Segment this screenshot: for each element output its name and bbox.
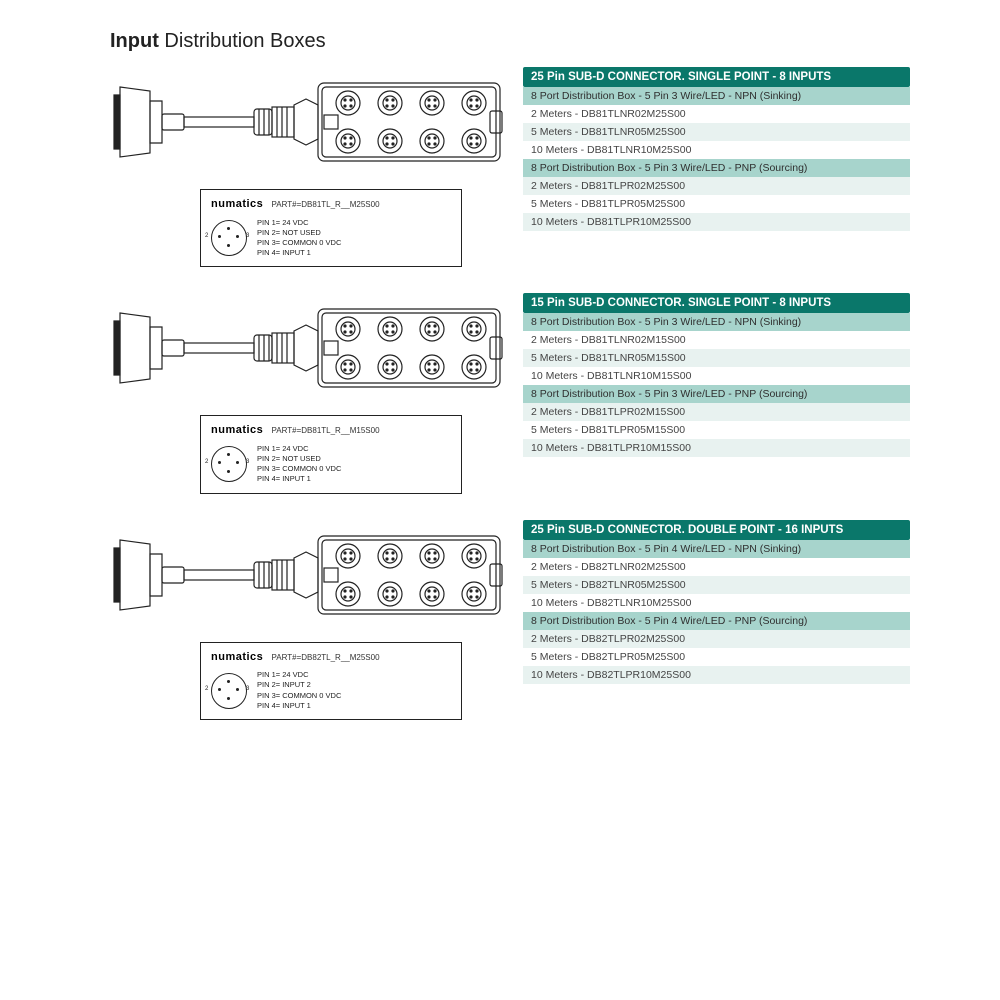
pin-line: PIN 2= NOT USED [257, 228, 341, 238]
spec-subheader: 8 Port Distribution Box - 5 Pin 3 Wire/L… [523, 87, 910, 105]
product-illustration [110, 67, 505, 177]
distribution-box-illustration [110, 520, 505, 630]
product-illustration [110, 293, 505, 403]
spec-subheader: 8 Port Distribution Box - 5 Pin 3 Wire/L… [523, 159, 910, 177]
pinout-box: numatics PART#=DB82TL_R__M25S00 23 PIN 1… [200, 642, 462, 720]
pin-definitions: PIN 1= 24 VDCPIN 2= INPUT 2PIN 3= COMMON… [257, 670, 341, 711]
product-left-column: numatics PART#=DB81TL_R__M25S00 23 PIN 1… [110, 67, 505, 267]
spec-row: 10 Meters - DB81TLPR10M25S00 [523, 213, 910, 231]
connector-icon: 23 [211, 446, 247, 482]
spec-header: 25 Pin SUB-D CONNECTOR. DOUBLE POINT - 1… [523, 520, 910, 540]
product-section: numatics PART#=DB81TL_R__M25S00 23 PIN 1… [110, 67, 910, 267]
product-illustration [110, 520, 505, 630]
spec-row: 10 Meters - DB82TLNR10M25S00 [523, 594, 910, 612]
spec-header: 25 Pin SUB-D CONNECTOR. SINGLE POINT - 8… [523, 67, 910, 87]
pin-line: PIN 3= COMMON 0 VDC [257, 464, 341, 474]
spec-row: 5 Meters - DB81TLPR05M15S00 [523, 421, 910, 439]
page-title: Input Distribution Boxes [110, 30, 910, 53]
distribution-box-illustration [110, 293, 505, 403]
connector-icon: 23 [211, 220, 247, 256]
spec-row: 5 Meters - DB81TLNR05M15S00 [523, 349, 910, 367]
pin-line: PIN 2= INPUT 2 [257, 680, 341, 690]
spec-table: 15 Pin SUB-D CONNECTOR. SINGLE POINT - 8… [523, 293, 910, 493]
pin-line: PIN 2= NOT USED [257, 454, 341, 464]
spec-row: 5 Meters - DB82TLNR05M25S00 [523, 576, 910, 594]
product-left-column: numatics PART#=DB81TL_R__M15S00 23 PIN 1… [110, 293, 505, 493]
pin-line: PIN 4= INPUT 1 [257, 248, 341, 258]
part-number: PART#=DB82TL_R__M25S00 [272, 653, 380, 662]
pinout-box: numatics PART#=DB81TL_R__M25S00 23 PIN 1… [200, 189, 462, 267]
spec-row: 10 Meters - DB82TLPR10M25S00 [523, 666, 910, 684]
spec-row: 10 Meters - DB81TLNR10M25S00 [523, 141, 910, 159]
title-light: Distribution Boxes [159, 30, 326, 52]
spec-row: 5 Meters - DB81TLPR05M25S00 [523, 195, 910, 213]
spec-row: 2 Meters - DB82TLPR02M25S00 [523, 630, 910, 648]
distribution-box-illustration [110, 67, 505, 177]
pin-definitions: PIN 1= 24 VDCPIN 2= NOT USEDPIN 3= COMMO… [257, 444, 341, 485]
spec-row: 10 Meters - DB81TLNR10M15S00 [523, 367, 910, 385]
spec-header: 15 Pin SUB-D CONNECTOR. SINGLE POINT - 8… [523, 293, 910, 313]
page: Input Distribution Boxes numatics PART#=… [110, 30, 910, 746]
spec-subheader: 8 Port Distribution Box - 5 Pin 4 Wire/L… [523, 612, 910, 630]
spec-row: 2 Meters - DB81TLNR02M15S00 [523, 331, 910, 349]
pin-line: PIN 3= COMMON 0 VDC [257, 238, 341, 248]
spec-table: 25 Pin SUB-D CONNECTOR. SINGLE POINT - 8… [523, 67, 910, 267]
product-left-column: numatics PART#=DB82TL_R__M25S00 23 PIN 1… [110, 520, 505, 720]
brand-logo: numatics [211, 651, 263, 665]
spec-row: 10 Meters - DB81TLPR10M15S00 [523, 439, 910, 457]
spec-row: 2 Meters - DB82TLNR02M25S00 [523, 558, 910, 576]
pinout-box: numatics PART#=DB81TL_R__M15S00 23 PIN 1… [200, 415, 462, 493]
pin-line: PIN 1= 24 VDC [257, 444, 341, 454]
part-number: PART#=DB81TL_R__M15S00 [272, 426, 380, 435]
brand-logo: numatics [211, 198, 263, 212]
title-bold: Input [110, 30, 159, 52]
product-section: numatics PART#=DB81TL_R__M15S00 23 PIN 1… [110, 293, 910, 493]
spec-subheader: 8 Port Distribution Box - 5 Pin 4 Wire/L… [523, 540, 910, 558]
pin-line: PIN 4= INPUT 1 [257, 701, 341, 711]
brand-logo: numatics [211, 424, 263, 438]
spec-row: 2 Meters - DB81TLPR02M15S00 [523, 403, 910, 421]
spec-row: 5 Meters - DB82TLPR05M25S00 [523, 648, 910, 666]
pin-line: PIN 3= COMMON 0 VDC [257, 691, 341, 701]
product-section: numatics PART#=DB82TL_R__M25S00 23 PIN 1… [110, 520, 910, 720]
pin-line: PIN 4= INPUT 1 [257, 474, 341, 484]
spec-subheader: 8 Port Distribution Box - 5 Pin 3 Wire/L… [523, 385, 910, 403]
spec-row: 2 Meters - DB81TLPR02M25S00 [523, 177, 910, 195]
pin-line: PIN 1= 24 VDC [257, 218, 341, 228]
spec-table: 25 Pin SUB-D CONNECTOR. DOUBLE POINT - 1… [523, 520, 910, 720]
spec-row: 5 Meters - DB81TLNR05M25S00 [523, 123, 910, 141]
connector-icon: 23 [211, 673, 247, 709]
part-number: PART#=DB81TL_R__M25S00 [272, 200, 380, 209]
spec-row: 2 Meters - DB81TLNR02M25S00 [523, 105, 910, 123]
pin-definitions: PIN 1= 24 VDCPIN 2= NOT USEDPIN 3= COMMO… [257, 218, 341, 259]
spec-subheader: 8 Port Distribution Box - 5 Pin 3 Wire/L… [523, 313, 910, 331]
pin-line: PIN 1= 24 VDC [257, 670, 341, 680]
